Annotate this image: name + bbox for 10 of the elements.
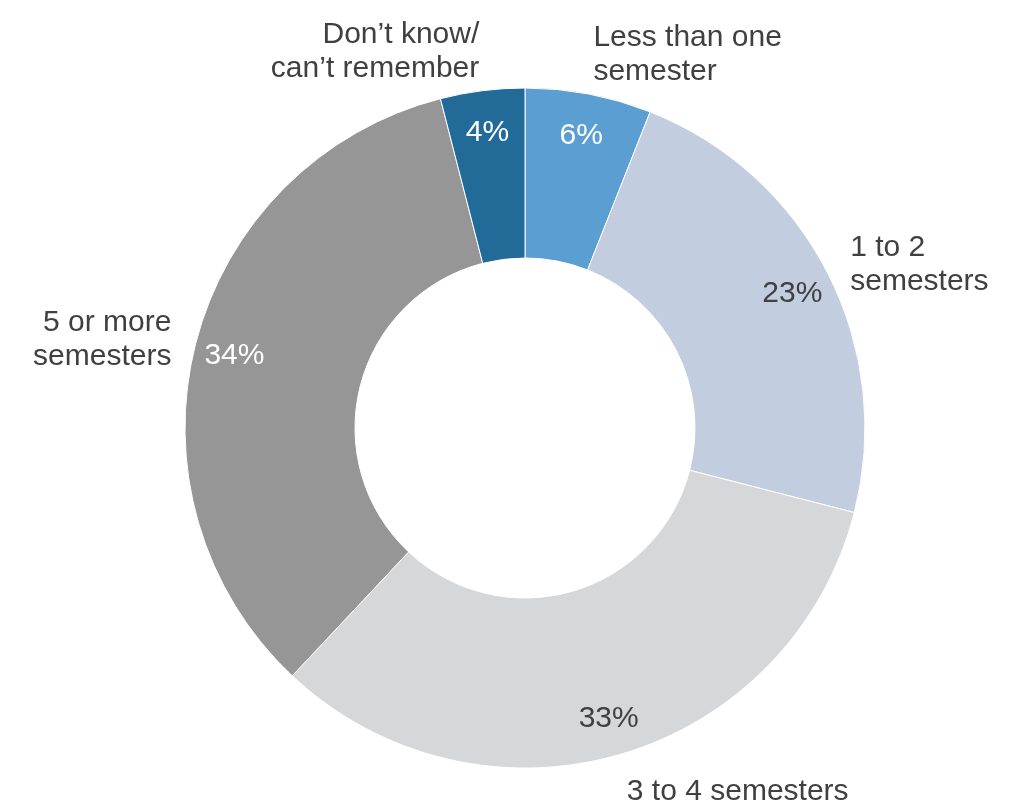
slice-label: Don’t know/ can’t remember (270, 15, 480, 83)
data-label: 33% (578, 699, 639, 733)
data-label: 4% (465, 113, 510, 147)
slice-label: Less than one semester (593, 18, 782, 86)
data-label: 34% (204, 336, 265, 370)
slice-label: 1 to 2 semesters (850, 228, 989, 296)
slice-label: 3 to 4 semesters (626, 772, 849, 805)
data-label: 6% (559, 116, 603, 150)
data-label: 23% (762, 275, 823, 309)
slice-label: 5 or more semesters (33, 303, 172, 371)
